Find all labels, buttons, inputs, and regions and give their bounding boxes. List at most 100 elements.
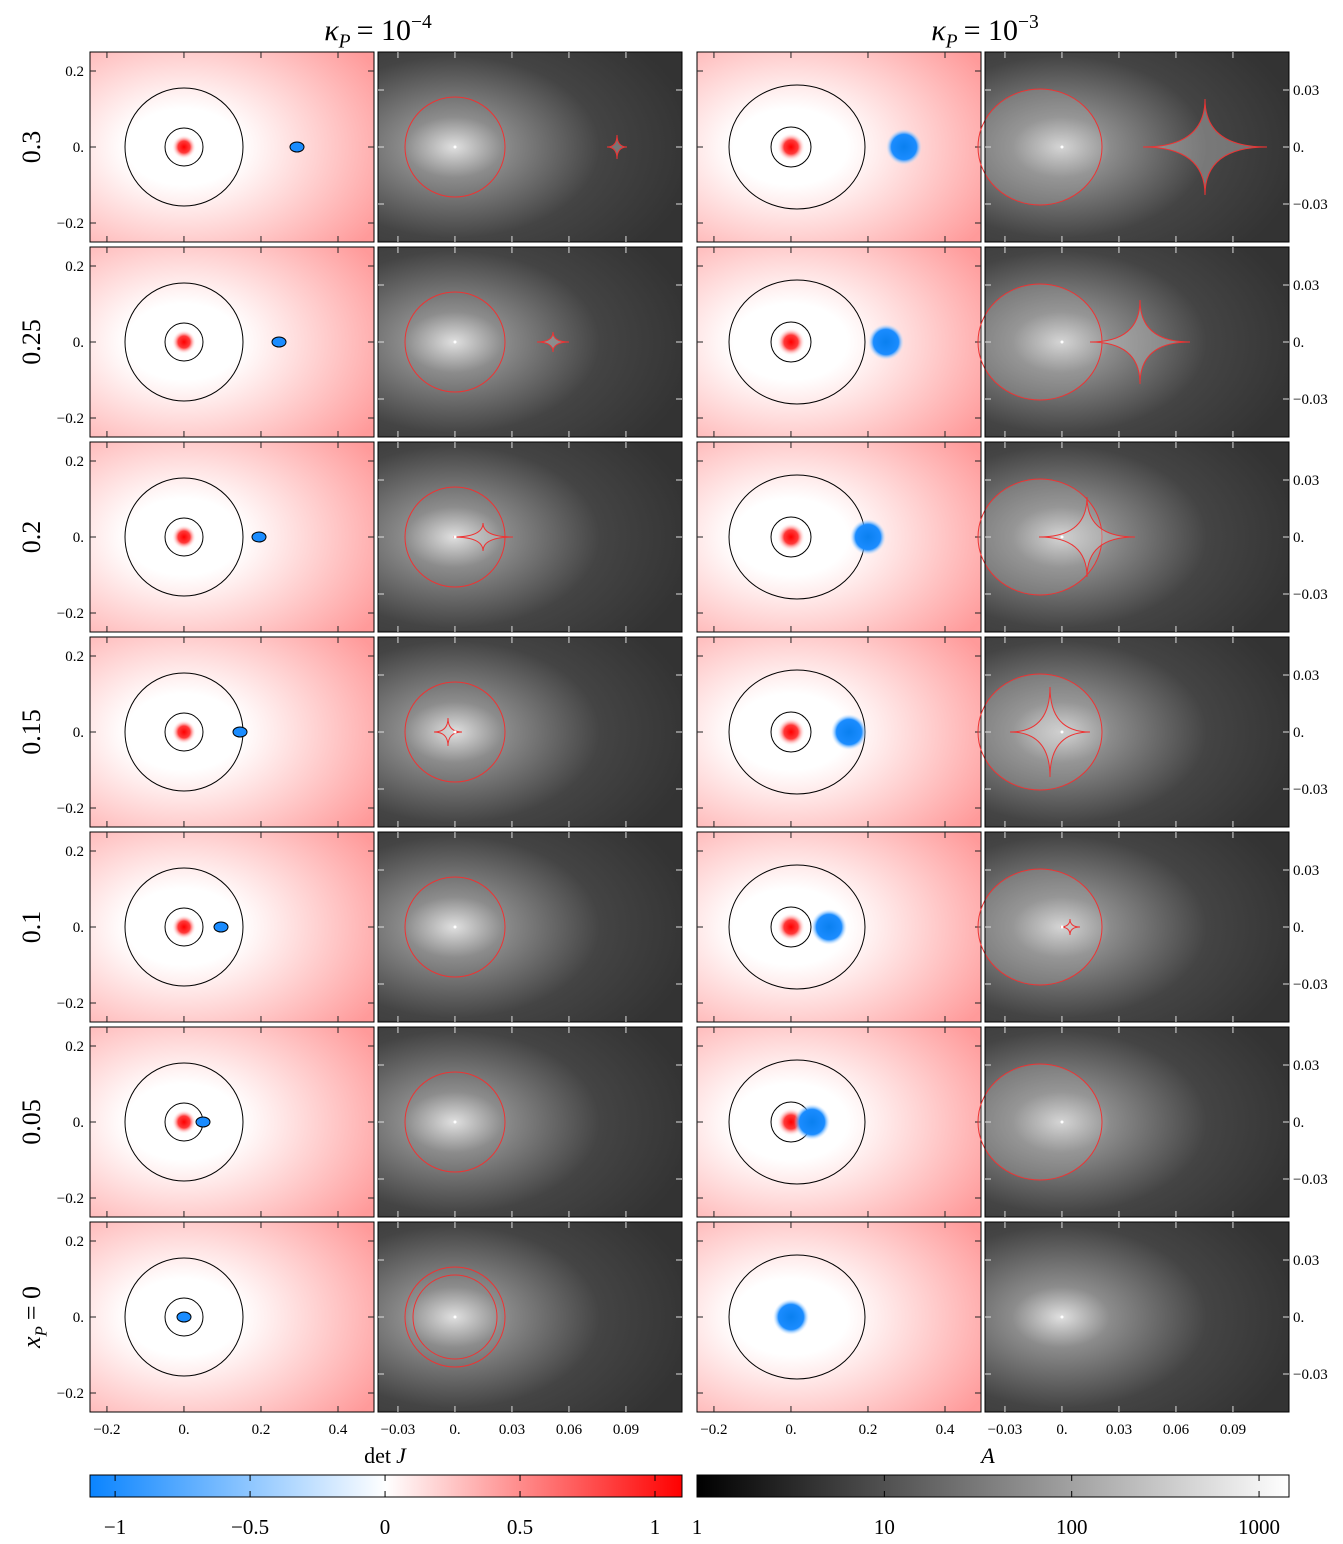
- panel: [377, 636, 683, 828]
- x-tick-label: 0.: [178, 1422, 189, 1438]
- x-tick-label: −0.03: [988, 1422, 1023, 1438]
- y-tick-label: 0.: [73, 920, 84, 936]
- panel: [977, 1026, 1290, 1218]
- critical-curve: [404, 291, 506, 393]
- red-peak: [172, 330, 196, 354]
- math-label: xP = 0: [17, 1286, 51, 1349]
- source: [453, 535, 457, 539]
- panel: [377, 831, 683, 1023]
- y-tick-label: −0.03: [1293, 782, 1328, 798]
- y-tick-label: 0.03: [1293, 83, 1319, 99]
- panel: [377, 1221, 683, 1413]
- exponent: −4: [411, 12, 432, 33]
- panel-bg: [378, 247, 682, 437]
- critical-curve: [977, 283, 1103, 401]
- x-tick-label: 0.4: [329, 1422, 348, 1438]
- caustic: [536, 331, 570, 353]
- source: [453, 1120, 457, 1124]
- blue-blob: [773, 1299, 809, 1335]
- x-tick-label: 0.: [785, 1422, 796, 1438]
- source: [1060, 340, 1064, 344]
- critical-curve: [977, 868, 1103, 986]
- y-tick-label: 0.: [73, 1310, 84, 1326]
- y-tick-label: 0.03: [1293, 863, 1319, 879]
- colorbar-tick-label: −1: [104, 1515, 126, 1539]
- y-tick-label: 0.03: [1293, 668, 1319, 684]
- contour: [164, 712, 204, 752]
- red-peak: [172, 525, 196, 549]
- contour: [770, 516, 812, 558]
- contour: [164, 322, 204, 362]
- y-tick-label: 0.: [1293, 1310, 1304, 1326]
- relation: = 0: [17, 1286, 46, 1320]
- blue-blob: [794, 1104, 830, 1140]
- contour: [728, 864, 866, 990]
- y-tick-label: 0.: [1293, 1115, 1304, 1131]
- source: [453, 1315, 457, 1319]
- x-tick-label: 0.03: [499, 1422, 525, 1438]
- blue-blob: [868, 324, 904, 360]
- colorbar-tick-label: 0.5: [507, 1515, 533, 1539]
- panel-bg: [697, 247, 981, 437]
- y-tick-label: 0.2: [65, 64, 84, 80]
- y-tick-label: 0.: [73, 140, 84, 156]
- red-peak: [777, 913, 805, 941]
- row-label: 0.2: [17, 521, 46, 554]
- panel: [696, 831, 982, 1023]
- critical-curve: [404, 96, 506, 198]
- contour: [728, 84, 866, 210]
- colorbar-label: A: [979, 1443, 995, 1468]
- colorbar-tick-label: 0: [380, 1515, 391, 1539]
- red-peak: [172, 135, 196, 159]
- panel: [377, 1026, 683, 1218]
- panel-bg: [985, 442, 1289, 632]
- critical-curve: [977, 88, 1103, 206]
- y-tick-label: −0.03: [1293, 587, 1328, 603]
- panel-bg: [378, 52, 682, 242]
- red-peak: [172, 720, 196, 744]
- caustic: [1089, 299, 1191, 385]
- caustic: [1038, 496, 1136, 578]
- red-peak: [172, 1110, 196, 1134]
- exponent: −3: [1018, 12, 1039, 33]
- panel: [696, 51, 982, 243]
- row-label: 0.3: [17, 131, 46, 164]
- blue-blob: [271, 336, 287, 348]
- x-tick-label: −0.2: [93, 1422, 120, 1438]
- x-tick-label: 0.4: [936, 1422, 955, 1438]
- blue-blob: [213, 921, 229, 933]
- y-tick-label: 0.: [73, 335, 84, 351]
- y-tick-label: 0.2: [65, 649, 84, 665]
- row-label: 0.05: [17, 1099, 46, 1145]
- panel-bg: [378, 1027, 682, 1217]
- symbol: κ: [324, 14, 339, 47]
- row-label: 0.15: [17, 709, 46, 755]
- contour: [770, 126, 812, 168]
- x-tick-label: 0.06: [556, 1422, 583, 1438]
- blue-blob: [886, 129, 922, 165]
- x-tick-label: −0.2: [700, 1422, 727, 1438]
- blue-blob: [195, 1116, 211, 1128]
- panel-bg: [90, 442, 374, 632]
- y-tick-label: −0.2: [57, 1191, 84, 1207]
- panel: [977, 246, 1290, 438]
- critical-curve: [404, 876, 506, 978]
- caustic: [433, 717, 463, 747]
- y-tick-label: −0.2: [57, 216, 84, 232]
- blue-blob: [289, 141, 305, 153]
- panel: [89, 441, 375, 633]
- panel-bg: [697, 442, 981, 632]
- colorbar-tick-label: 1: [692, 1515, 703, 1539]
- y-tick-label: 0.: [1293, 530, 1304, 546]
- critical-curve: [977, 1063, 1103, 1181]
- x-tick-label: 0.03: [1106, 1422, 1132, 1438]
- relation: = 10: [964, 14, 1018, 47]
- panel: [89, 636, 375, 828]
- panel: [977, 636, 1290, 828]
- panel-bg: [985, 637, 1289, 827]
- contour: [728, 1059, 866, 1185]
- x-tick-label: 0.: [1056, 1422, 1067, 1438]
- panel-bg: [378, 442, 682, 632]
- contour: [124, 1257, 244, 1377]
- panel-bg: [985, 52, 1289, 242]
